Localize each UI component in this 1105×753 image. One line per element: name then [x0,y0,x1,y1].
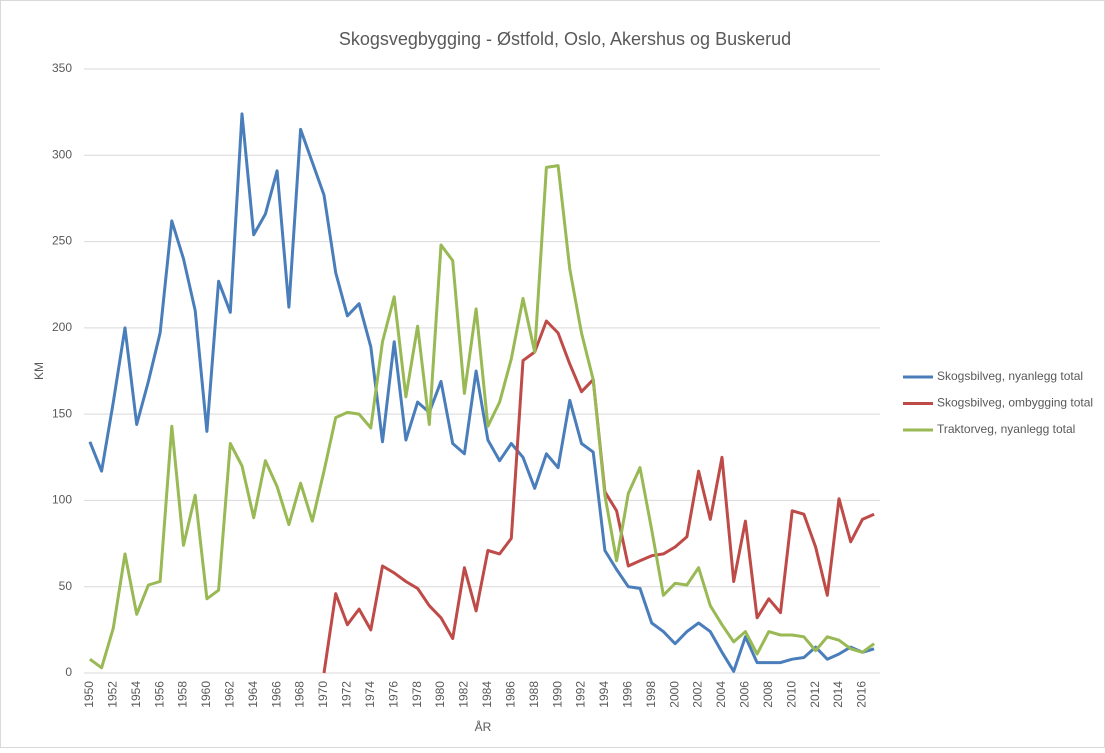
y-tick-label: 0 [65,665,72,679]
x-tick-label: 2004 [714,681,728,708]
x-tick-label: 2002 [691,681,705,708]
legend-label: Skogsbilveg, nyanlegg total [937,369,1083,383]
series-line [88,112,875,673]
y-tick-label: 300 [52,147,72,161]
x-tick-label: 1996 [620,681,634,708]
y-axis-label: KM [32,362,46,380]
legend-label: Traktorveg, nyanlegg total [937,422,1075,436]
chart-title: Skogsvegbygging - Østfold, Oslo, Akershu… [339,29,791,49]
x-tick-label: 1962 [222,681,236,708]
x-tick-label: 1950 [82,681,96,708]
x-tick-label: 1968 [293,681,307,708]
x-tick-label: 1994 [597,681,611,708]
y-tick-label: 100 [52,493,72,507]
x-tick-label: 1956 [152,681,166,708]
x-tick-label: 2016 [855,681,869,708]
series-line [89,164,875,670]
x-tick-label: 2000 [667,681,681,708]
x-tick-label: 1978 [410,681,424,708]
y-tick-label: 50 [59,579,73,593]
x-tick-label: 1972 [340,681,354,708]
y-tick-label: 250 [52,234,72,248]
x-tick-label: 1954 [129,681,143,708]
x-tick-label: 1952 [105,681,119,708]
y-tick-label: 350 [52,61,72,75]
x-tick-label: 1964 [246,681,260,708]
x-tick-label: 1998 [644,681,658,708]
x-tick-label: 1988 [527,681,541,708]
x-tick-label: 2012 [808,681,822,708]
y-tick-label: 150 [52,406,72,420]
x-tick-label: 1958 [176,681,190,708]
x-tick-label: 1970 [316,681,330,708]
x-tick-label: 1990 [550,681,564,708]
x-tick-label: 1966 [269,681,283,708]
legend-label: Skogsbilveg, ombygging total [937,396,1093,410]
x-tick-label: 2014 [831,681,845,708]
y-tick-label: 200 [52,320,72,334]
x-tick-label: 2010 [784,681,798,708]
x-tick-label: 1986 [503,681,517,708]
x-axis-label: ÅR [475,719,492,734]
x-tick-label: 1974 [363,681,377,708]
x-tick-label: 1992 [574,681,588,708]
x-tick-label: 1976 [386,681,400,708]
x-tick-label: 1960 [199,681,213,708]
x-tick-label: 1982 [457,681,471,708]
x-tick-label: 2006 [738,681,752,708]
x-tick-label: 1980 [433,681,447,708]
x-tick-label: 1984 [480,681,494,708]
x-tick-label: 2008 [761,681,775,708]
